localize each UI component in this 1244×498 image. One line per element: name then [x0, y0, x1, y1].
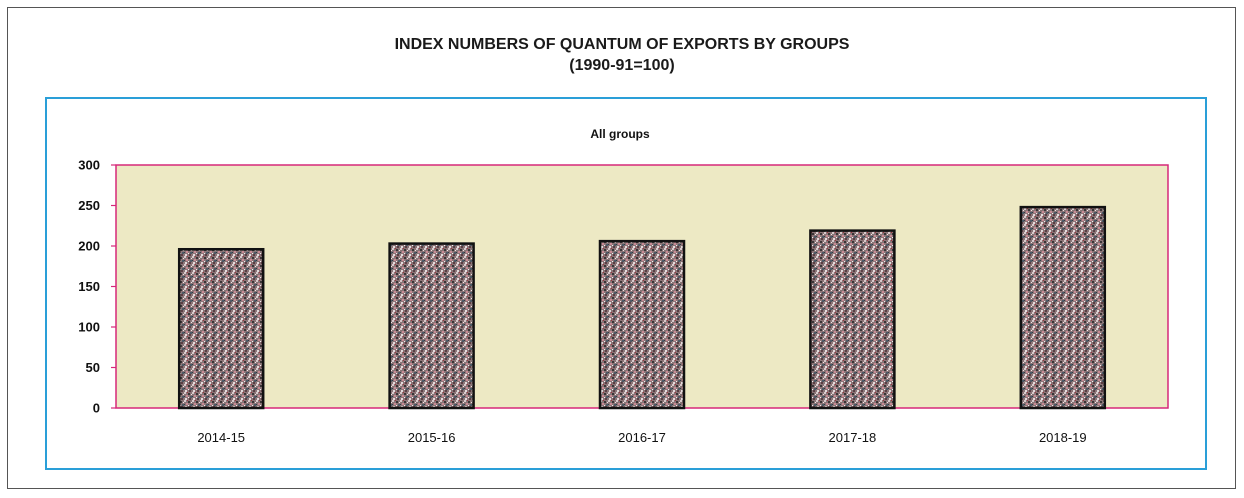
bar-2014-15	[177, 247, 265, 410]
y-tick-label: 200	[78, 239, 100, 254]
x-tick-label: 2014-15	[197, 430, 245, 445]
chart-title: INDEX NUMBERS OF QUANTUM OF EXPORTS BY G…	[394, 36, 850, 53]
y-axis: 0 50 100 150 200 250 300	[78, 158, 116, 416]
x-tick-label: 2015-16	[408, 430, 456, 445]
y-tick-label: 0	[93, 401, 100, 416]
x-tick-label: 2016-17	[618, 430, 666, 445]
title-block: INDEX NUMBERS OF QUANTUM OF EXPORTS BY G…	[0, 34, 1244, 76]
chart-subtitle: (1990-91=100)	[569, 57, 675, 74]
bar-2018-19	[1019, 205, 1107, 410]
x-tick-label: 2017-18	[829, 430, 877, 445]
x-tick-label: 2018-19	[1039, 430, 1087, 445]
bar-2016-17	[598, 239, 686, 410]
bars	[177, 205, 1107, 410]
y-tick-label: 50	[86, 360, 100, 375]
x-axis: 2014-15 2015-16 2016-17 2017-18 2018-19	[197, 430, 1086, 445]
y-tick-label: 250	[78, 198, 100, 213]
y-tick-label: 150	[78, 279, 100, 294]
y-tick-label: 100	[78, 320, 100, 335]
y-tick-label: 300	[78, 158, 100, 173]
plot-title: All groups	[590, 127, 650, 141]
bar-2015-16	[388, 242, 475, 410]
bar-2017-18	[809, 229, 896, 410]
